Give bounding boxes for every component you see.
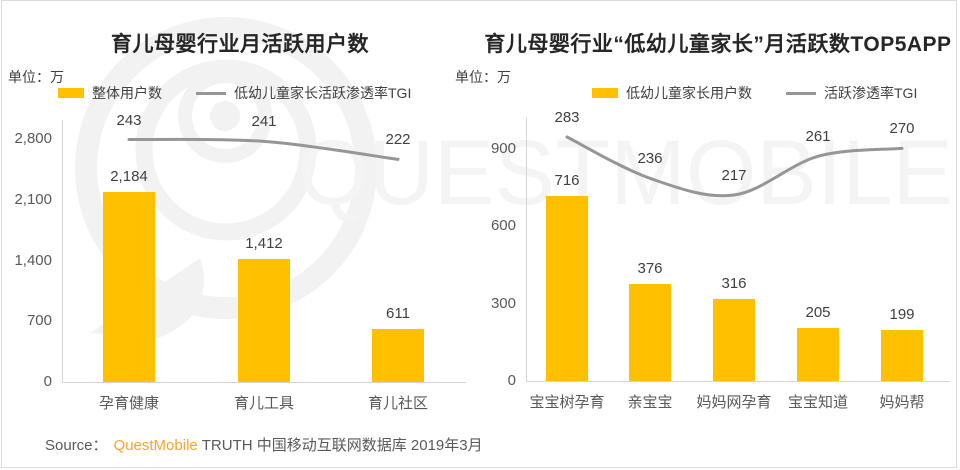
line-value-label: 222 [385,131,411,149]
y-axis-line [62,120,63,382]
source-line: Source： QuestMobile TRUTH 中国移动互联网数据库 201… [45,434,483,455]
y-axis-tick-label: 300 [490,294,516,312]
right-legend-bar-label: 低幼儿童家长用户数 [626,85,752,101]
y-axis-tick-label: 2,800 [14,130,52,147]
line-value-label: 283 [554,109,580,126]
bar-value-label: 199 [889,306,915,323]
left-legend-bar-label: 整体用户数 [92,85,162,101]
bar-value-label: 716 [554,172,580,189]
watermark-logo-dot [210,101,240,131]
left-unit-label: 单位：万 [8,69,64,85]
right-legend-line-label: 活跃渗透率TGI [824,85,918,101]
y-axis-tick-label: 700 [26,312,52,330]
right-legend: 低幼儿童家长用户数 活跃渗透率TGI [592,83,917,103]
bar-value-label: 316 [721,275,747,292]
line-series-swatch-icon [196,91,226,95]
right-unit-label: 单位：万 [455,69,511,85]
line-series-swatch-icon [786,91,816,95]
line-value-label: 241 [251,113,277,131]
bar-series-swatch-icon [58,88,84,98]
source-rest: TRUTH 中国移动互联网数据库 2019年3月 [201,437,483,454]
y-axis-tick-label: 2,100 [14,190,52,208]
y-axis-tick-label: 600 [490,217,516,234]
left-legend: 整体用户数 低幼儿童家长活跃渗透率TGI [58,83,411,103]
x-axis-line [62,382,466,383]
bar-value-label: 205 [805,304,831,321]
line-value-label: 217 [721,167,747,184]
category-label: 宝宝树孕育 [529,394,605,411]
source-label: Source： [45,437,108,454]
category-label: 妈妈网孕育 [696,394,772,411]
watermark-logo-outer-ring [75,17,377,319]
bar [797,328,839,381]
bar [881,330,923,381]
y-axis-line [526,118,527,381]
x-axis-line [526,381,950,382]
line-value-label: 270 [889,120,915,138]
category-label: 宝宝知道 [787,394,848,411]
category-label: 孕育健康 [98,395,159,412]
y-axis-tick-label: 900 [490,139,516,157]
left-chart-title: 育儿母婴行业月活跃用户数 [111,33,369,56]
y-axis-tick-label: 1,400 [14,251,52,269]
line-value-label: 243 [116,111,142,129]
y-axis-tick-label: 0 [43,373,52,390]
category-label: 育儿工具 [233,395,294,412]
category-label: 妈妈帮 [879,394,925,411]
bar [546,196,588,381]
bar [713,299,755,381]
line-value-label: 236 [637,150,663,168]
category-label: 亲宝宝 [627,394,673,411]
y-axis-tick-label: 0 [507,372,516,389]
bar [372,329,424,382]
line-value-label: 261 [805,128,831,146]
bar [238,259,290,382]
bar-value-label: 1,412 [245,235,283,252]
bar [629,284,671,381]
bar-value-label: 611 [386,305,410,322]
right-chart-title: 育儿母婴行业“低幼儿童家长”月活跃数TOP5APP [484,33,952,56]
bar [103,192,155,382]
bar-series-swatch-icon [592,88,618,98]
category-label: 育儿社区 [367,395,428,412]
bar-value-label: 2,184 [110,168,148,185]
left-legend-line-label: 低幼儿童家长活跃渗透率TGI [234,85,412,101]
source-brand: QuestMobile [113,437,198,454]
bar-value-label: 376 [637,260,663,277]
